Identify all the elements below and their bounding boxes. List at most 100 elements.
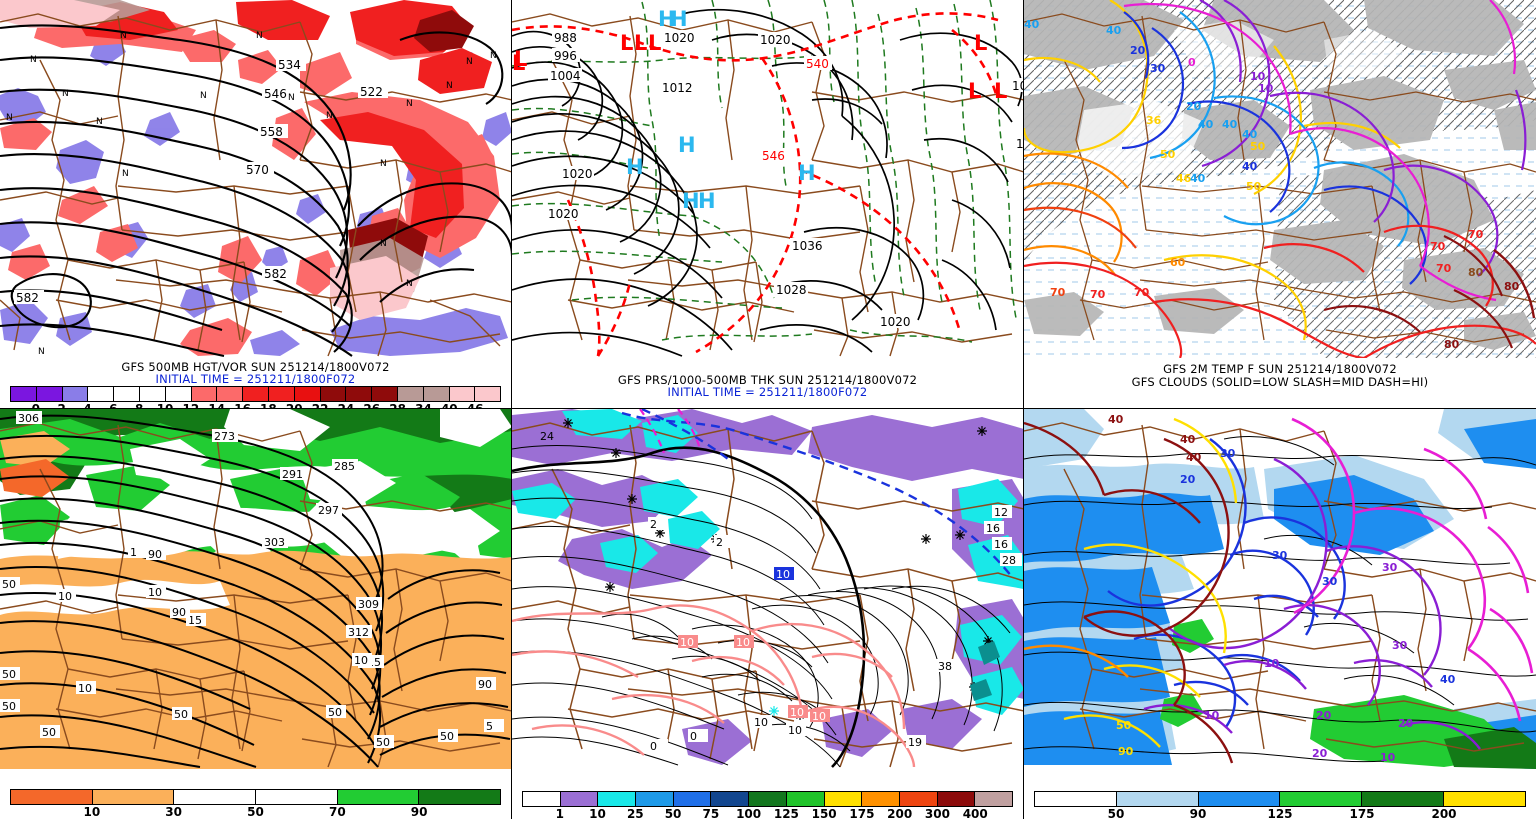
svg-text:2: 2 bbox=[650, 518, 657, 531]
colorbar-tick-label: 10 bbox=[589, 807, 606, 819]
colorbar-tick-label: 175 bbox=[849, 807, 875, 819]
svg-text:1020: 1020 bbox=[562, 167, 593, 181]
map-6hr-precip-850mb-temp[interactable]: 24 2 2 10 0 0 12 16 16 28 38 10 10 19 10… bbox=[512, 409, 1023, 769]
panel-700mb-hgt-rh[interactable]: 306 273 291 303 285 297 309 312 315 1 50… bbox=[0, 409, 512, 819]
svg-text:50: 50 bbox=[1116, 719, 1132, 732]
panel-6hr-precip-850mb-temp[interactable]: 24 2 2 10 0 0 12 16 16 28 38 10 10 19 10… bbox=[512, 409, 1024, 819]
colorbar-segment bbox=[372, 387, 398, 401]
svg-text:N: N bbox=[6, 113, 13, 123]
svg-text:N: N bbox=[62, 89, 69, 99]
colorbar-tick-label: 150 bbox=[811, 807, 837, 819]
colorbar-tick-label: 24 bbox=[337, 402, 355, 409]
svg-text:10: 10 bbox=[812, 710, 826, 723]
svg-text:303: 303 bbox=[264, 536, 285, 549]
colorbar-segment bbox=[92, 790, 175, 804]
colorbar-tick-label: 175 bbox=[1349, 807, 1375, 819]
svg-text:40: 40 bbox=[1222, 118, 1238, 131]
svg-text:N: N bbox=[96, 117, 103, 127]
colorbar-rh: 10 30 50 70 90 bbox=[10, 789, 501, 819]
panel-2m-temp-clouds[interactable]: 20 30 40 40 20 40 40 50 40 36 50 40 50 0… bbox=[1024, 0, 1536, 409]
panel-surface-pressure-thickness[interactable]: 540 546 988 996 1004 1012 1020 1020 1020… bbox=[512, 0, 1024, 409]
map-surface-pressure-thickness[interactable]: 540 546 988 996 1004 1012 1020 1020 1020… bbox=[512, 0, 1023, 358]
colorbar-segment bbox=[397, 387, 424, 401]
svg-text:90: 90 bbox=[172, 606, 186, 619]
svg-text:534: 534 bbox=[278, 58, 301, 72]
svg-text:291: 291 bbox=[282, 468, 303, 481]
svg-text:50: 50 bbox=[2, 700, 16, 713]
svg-text:582: 582 bbox=[264, 267, 287, 281]
colorbar-tick-label: 200 bbox=[887, 807, 913, 819]
colorbar-tick-label: 16 bbox=[234, 402, 251, 409]
colorbar-segment bbox=[423, 387, 450, 401]
svg-text:10: 10 bbox=[354, 654, 368, 667]
colorbar-tick-label: 1 bbox=[555, 807, 564, 819]
svg-text:20: 20 bbox=[1398, 717, 1414, 730]
svg-text:N: N bbox=[200, 91, 207, 101]
svg-text:20: 20 bbox=[1316, 709, 1332, 722]
colorbar-tick-label: 0 bbox=[31, 402, 41, 409]
svg-text:50: 50 bbox=[376, 736, 390, 749]
svg-text:H: H bbox=[698, 189, 716, 213]
svg-text:297: 297 bbox=[318, 504, 339, 517]
svg-text:70: 70 bbox=[1134, 286, 1150, 299]
colorbar-tick-label: 25 bbox=[626, 807, 644, 819]
svg-text:50: 50 bbox=[1250, 140, 1266, 153]
svg-text:15: 15 bbox=[188, 614, 202, 627]
svg-text:N: N bbox=[406, 99, 413, 109]
colorbar-tick-label: 90 bbox=[1189, 807, 1207, 819]
svg-text:46: 46 bbox=[1176, 172, 1192, 185]
svg-text:10: 10 bbox=[1264, 657, 1280, 670]
map-2m-dewp-precip-water[interactable]: 40 40 40 50 90 30 30 30 30 40 20 20 20 1… bbox=[1024, 409, 1536, 769]
panel-2m-dewp-precip-water[interactable]: 40 40 40 50 90 30 30 30 30 40 20 20 20 1… bbox=[1024, 409, 1536, 819]
svg-text:10: 10 bbox=[1250, 70, 1266, 83]
svg-text:70: 70 bbox=[1430, 240, 1446, 253]
colorbar-tick-label: 46 bbox=[466, 402, 484, 409]
svg-text:582: 582 bbox=[16, 291, 39, 305]
svg-text:40: 40 bbox=[1106, 24, 1122, 37]
svg-text:558: 558 bbox=[260, 125, 283, 139]
colorbar-tick-label: 18 bbox=[260, 402, 277, 409]
svg-text:16: 16 bbox=[986, 522, 1000, 535]
colorbar-tick-label: 10 bbox=[83, 805, 101, 819]
colorbar-segment bbox=[36, 387, 63, 401]
svg-text:70: 70 bbox=[1050, 286, 1066, 299]
svg-text:N: N bbox=[406, 279, 413, 289]
colorbar-tick-label: 30 bbox=[165, 805, 183, 819]
svg-text:28: 28 bbox=[1002, 554, 1016, 567]
colorbar-segment bbox=[11, 387, 37, 401]
svg-text:1020: 1020 bbox=[548, 207, 579, 221]
colorbar-tick-label: 75 bbox=[702, 807, 720, 819]
svg-text:1: 1 bbox=[130, 546, 137, 559]
colorbar-tick-label: 10 bbox=[156, 402, 174, 409]
svg-text:50: 50 bbox=[440, 730, 454, 743]
svg-text:10: 10 bbox=[1258, 82, 1274, 95]
colorbar-segment bbox=[975, 792, 1012, 806]
colorbar-tick-label: 400 bbox=[962, 807, 988, 819]
map-700mb-hgt-rh[interactable]: 306 273 291 303 285 297 309 312 315 1 50… bbox=[0, 409, 511, 769]
colorbar-segment bbox=[320, 387, 347, 401]
svg-text:0: 0 bbox=[1188, 56, 1196, 69]
svg-text:90: 90 bbox=[1118, 745, 1134, 758]
colorbar-tick-label: 125 bbox=[1267, 807, 1293, 819]
svg-text:40: 40 bbox=[1108, 413, 1124, 426]
svg-text:10: 10 bbox=[1204, 709, 1220, 722]
svg-text:N: N bbox=[490, 51, 497, 61]
svg-text:0: 0 bbox=[650, 740, 657, 753]
svg-text:36: 36 bbox=[1146, 114, 1162, 127]
svg-text:N: N bbox=[380, 159, 387, 169]
svg-text:312: 312 bbox=[348, 626, 369, 639]
svg-text:50: 50 bbox=[1246, 180, 1262, 193]
svg-text:5: 5 bbox=[486, 720, 493, 733]
svg-text:570: 570 bbox=[246, 163, 269, 177]
svg-text:38: 38 bbox=[938, 660, 952, 673]
colorbar-tick-label: 8 bbox=[135, 402, 144, 409]
svg-text:306: 306 bbox=[18, 412, 39, 425]
colorbar-segment bbox=[937, 792, 976, 806]
svg-text:10: 10 bbox=[148, 586, 162, 599]
colorbar-segment bbox=[1362, 792, 1445, 806]
panel-title: GFS 2M TEMP F SUN 251214/1800V072 bbox=[1163, 362, 1397, 376]
map-2m-temp-clouds[interactable]: 20 30 40 40 20 40 40 50 40 36 50 40 50 0… bbox=[1024, 0, 1536, 358]
panel-title: GFS PRS/1000-500MB THK SUN 251214/1800V0… bbox=[617, 373, 918, 387]
